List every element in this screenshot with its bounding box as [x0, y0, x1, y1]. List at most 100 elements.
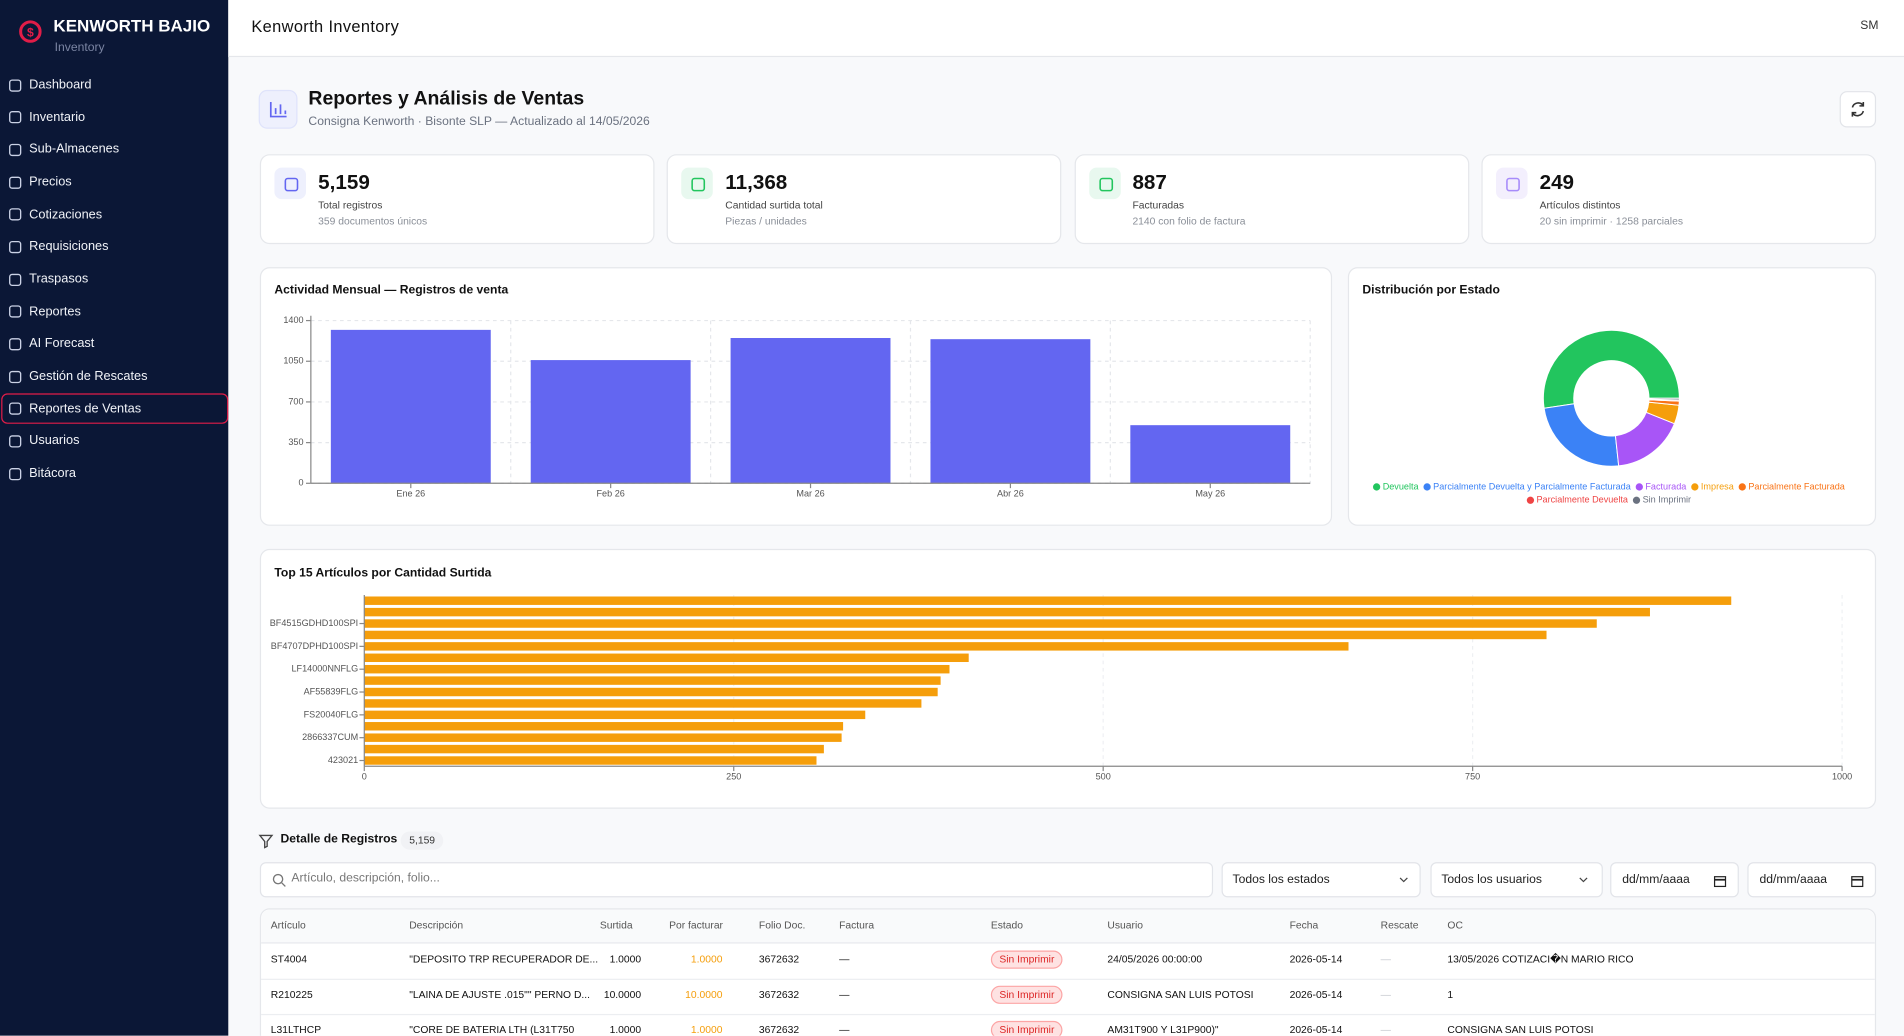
search-input[interactable] [259, 862, 1214, 898]
table-cell: 1.0000 [690, 1023, 723, 1036]
column-header: Descripción [409, 918, 464, 932]
kpi-note: Piezas / unidades [725, 214, 807, 227]
legend-label: Parcialmente Devuelta [1536, 495, 1628, 505]
table-cell: R210225 [270, 988, 313, 1001]
kpi-label: Facturadas [1132, 198, 1185, 211]
y-tick-label: 2866337CUM [302, 732, 358, 742]
status-badge: Sin Imprimir [990, 950, 1063, 969]
column-header: Surtida [599, 918, 633, 932]
column-header: Folio Doc. [758, 918, 806, 932]
y-tick-label: LF14000NNFLG [291, 664, 358, 674]
table-cell: — [1380, 988, 1391, 1001]
status-select-value: Todos los estados [1232, 873, 1330, 887]
kpi-card [1481, 154, 1876, 245]
y-tick-label: 1050 [283, 356, 303, 366]
nav-active[interactable] [1, 393, 229, 425]
donut-slice [1648, 397, 1680, 401]
nav-item[interactable]: AI Forecast [29, 336, 95, 352]
date-to-value: dd/mm/aaaa [1759, 873, 1828, 887]
user-avatar[interactable]: SM [1860, 19, 1879, 33]
nav-item[interactable]: Cotizaciones [29, 206, 103, 222]
x-tick-label: Abr 26 [997, 489, 1024, 499]
table-cell: CONSIGNA SAN LUIS POTOSI [1107, 988, 1254, 1001]
status-card [1347, 267, 1877, 526]
table-cell: — [839, 1023, 850, 1036]
bar [530, 360, 691, 484]
nav-item[interactable]: Reportes de Ventas [29, 401, 142, 416]
bar [364, 756, 817, 765]
y-tick-label: 700 [288, 396, 303, 406]
kpi-label: Artículos distintos [1539, 198, 1621, 211]
bar [1130, 425, 1291, 484]
column-header: Artículo [270, 918, 306, 932]
bar [364, 744, 824, 754]
legend-swatch [1372, 483, 1381, 491]
y-tick-label: 350 [288, 437, 303, 447]
column-header: Fecha [1289, 918, 1319, 932]
page-subtitle: Consigna Kenworth · Bisonte SLP — Actual… [308, 115, 650, 129]
kpi-icon [681, 167, 714, 200]
row-divider [261, 1013, 1875, 1016]
legend-swatch [1691, 483, 1699, 491]
table-cell: 10.0000 [603, 988, 642, 1001]
column-header: Rescate [1380, 918, 1419, 932]
nav-item[interactable]: Reportes [29, 304, 81, 319]
x-tick-label: Feb 26 [597, 489, 625, 499]
bar [364, 733, 842, 742]
page-title: Reportes y Análisis de Ventas [308, 88, 585, 110]
y-tick-label: 1400 [283, 315, 303, 325]
table-cell: "LAINA DE AJUSTE .015"" PERNO D... [409, 988, 591, 1001]
legend-item: Facturada [1635, 481, 1687, 491]
nav-item[interactable]: Traspasos [29, 271, 89, 287]
bar [364, 653, 969, 663]
table-header [261, 909, 1875, 944]
kpi-label: Cantidad surtida total [725, 198, 823, 211]
legend-item: Parcialmente Devuelta y Parcialmente Fac… [1423, 481, 1632, 491]
date-from[interactable] [1610, 862, 1739, 898]
y-tick-label: 423021 [328, 755, 358, 765]
nav-icon [9, 337, 22, 351]
donut-slice [1542, 329, 1680, 409]
kpi-value: 887 [1132, 170, 1167, 194]
x-tick-label: May 26 [1195, 489, 1225, 499]
y-tick-label: 0 [299, 478, 304, 488]
x-tick-label: 0 [362, 772, 367, 782]
table-cell: — [839, 952, 850, 966]
bar [364, 630, 1547, 640]
nav-item[interactable]: Inventario [29, 109, 86, 125]
legend-item: Impresa [1691, 481, 1735, 491]
nav-item[interactable]: Usuarios [29, 433, 80, 449]
nav-item[interactable]: Precios [29, 174, 72, 190]
bar [364, 619, 1597, 628]
x-tick-label: 750 [1465, 772, 1480, 782]
nav-item[interactable]: Sub-Almacenes [29, 142, 120, 157]
nav-item[interactable]: Bitácora [29, 466, 76, 481]
bar [364, 699, 922, 708]
table-cell: 1 [1447, 988, 1454, 1001]
user-select[interactable] [1430, 862, 1603, 898]
status-select[interactable] [1221, 862, 1421, 898]
nav-item[interactable]: Dashboard [29, 77, 92, 92]
nav-item[interactable]: Requisiciones [29, 239, 109, 254]
column-header: Estado [990, 918, 1024, 932]
table-cell: 24/05/2026 00:00:00 [1107, 952, 1203, 966]
nav-item[interactable]: Gestión de Rescates [29, 368, 148, 384]
table-cell: 13/05/2026 COTIZACI�N MARIO RICO [1447, 952, 1634, 966]
row-divider [261, 978, 1875, 980]
status-badge: Sin Imprimir [990, 985, 1063, 1004]
status-badge: Sin Imprimir [990, 1020, 1063, 1036]
refresh-button[interactable] [1839, 91, 1877, 128]
user-select-value: Todos los usuarios [1441, 873, 1542, 887]
date-to[interactable] [1747, 862, 1877, 898]
legend-label: Sin Imprimir [1643, 495, 1692, 505]
nav-icon [9, 176, 22, 189]
table-cell: 10.0000 [685, 988, 723, 1001]
kpi-note: 2140 con folio de factura [1132, 214, 1246, 227]
kpi-value: 249 [1539, 170, 1575, 194]
table-cell: "DEPOSITO TRP RECUPERADOR DE... [409, 952, 599, 966]
nav-icon [9, 273, 22, 286]
table-cell: 2026-05-14 [1289, 1023, 1343, 1036]
nav-icon [9, 435, 22, 448]
svg-text:$: $ [27, 25, 34, 39]
